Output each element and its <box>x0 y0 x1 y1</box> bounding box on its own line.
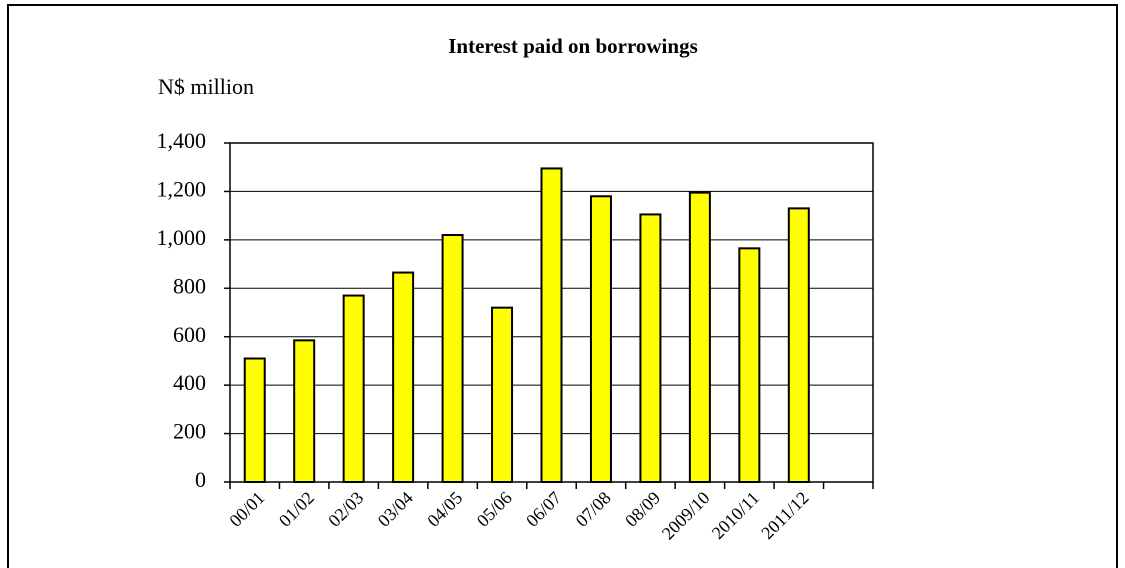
bar <box>491 306 514 483</box>
bar <box>342 294 365 483</box>
x-tick-label: 01/02 <box>275 488 318 531</box>
x-tick-label: 2010/11 <box>708 488 763 543</box>
x-tick-label: 02/03 <box>324 488 367 531</box>
bar <box>540 167 563 484</box>
bar <box>441 234 464 483</box>
x-tick-label: 06/07 <box>522 488 565 531</box>
x-tick-label: 04/05 <box>423 488 466 531</box>
x-tick-label: 2009/10 <box>658 488 714 544</box>
chart-title: Interest paid on borrowings <box>448 34 698 58</box>
frame <box>7 4 1118 568</box>
y-axis-label: N$ million <box>158 74 254 99</box>
x-tick-label: 08/09 <box>621 488 664 531</box>
y-tick-label: 1,400 <box>157 128 207 153</box>
x-tick-label: 03/04 <box>374 488 417 531</box>
bar <box>293 339 316 483</box>
x-tick-label: 07/08 <box>572 488 615 531</box>
bar <box>589 195 612 483</box>
y-tick-label: 400 <box>173 370 206 395</box>
y-tick-label: 1,000 <box>157 225 207 250</box>
bar <box>639 213 662 484</box>
y-tick-label: 200 <box>173 419 206 444</box>
y-tick-label: 800 <box>173 273 206 298</box>
bar <box>243 357 266 483</box>
y-tick-label: 0 <box>195 467 206 492</box>
y-tick-label: 1,200 <box>157 176 207 201</box>
bar <box>688 191 711 483</box>
y-tick-label: 600 <box>173 322 206 347</box>
x-tick-label: 2011/12 <box>757 488 812 543</box>
x-tick-label: 05/06 <box>473 488 516 531</box>
bar <box>787 207 810 483</box>
bar <box>392 271 415 483</box>
x-tick-label: 00/01 <box>225 488 268 531</box>
bar <box>738 247 761 483</box>
